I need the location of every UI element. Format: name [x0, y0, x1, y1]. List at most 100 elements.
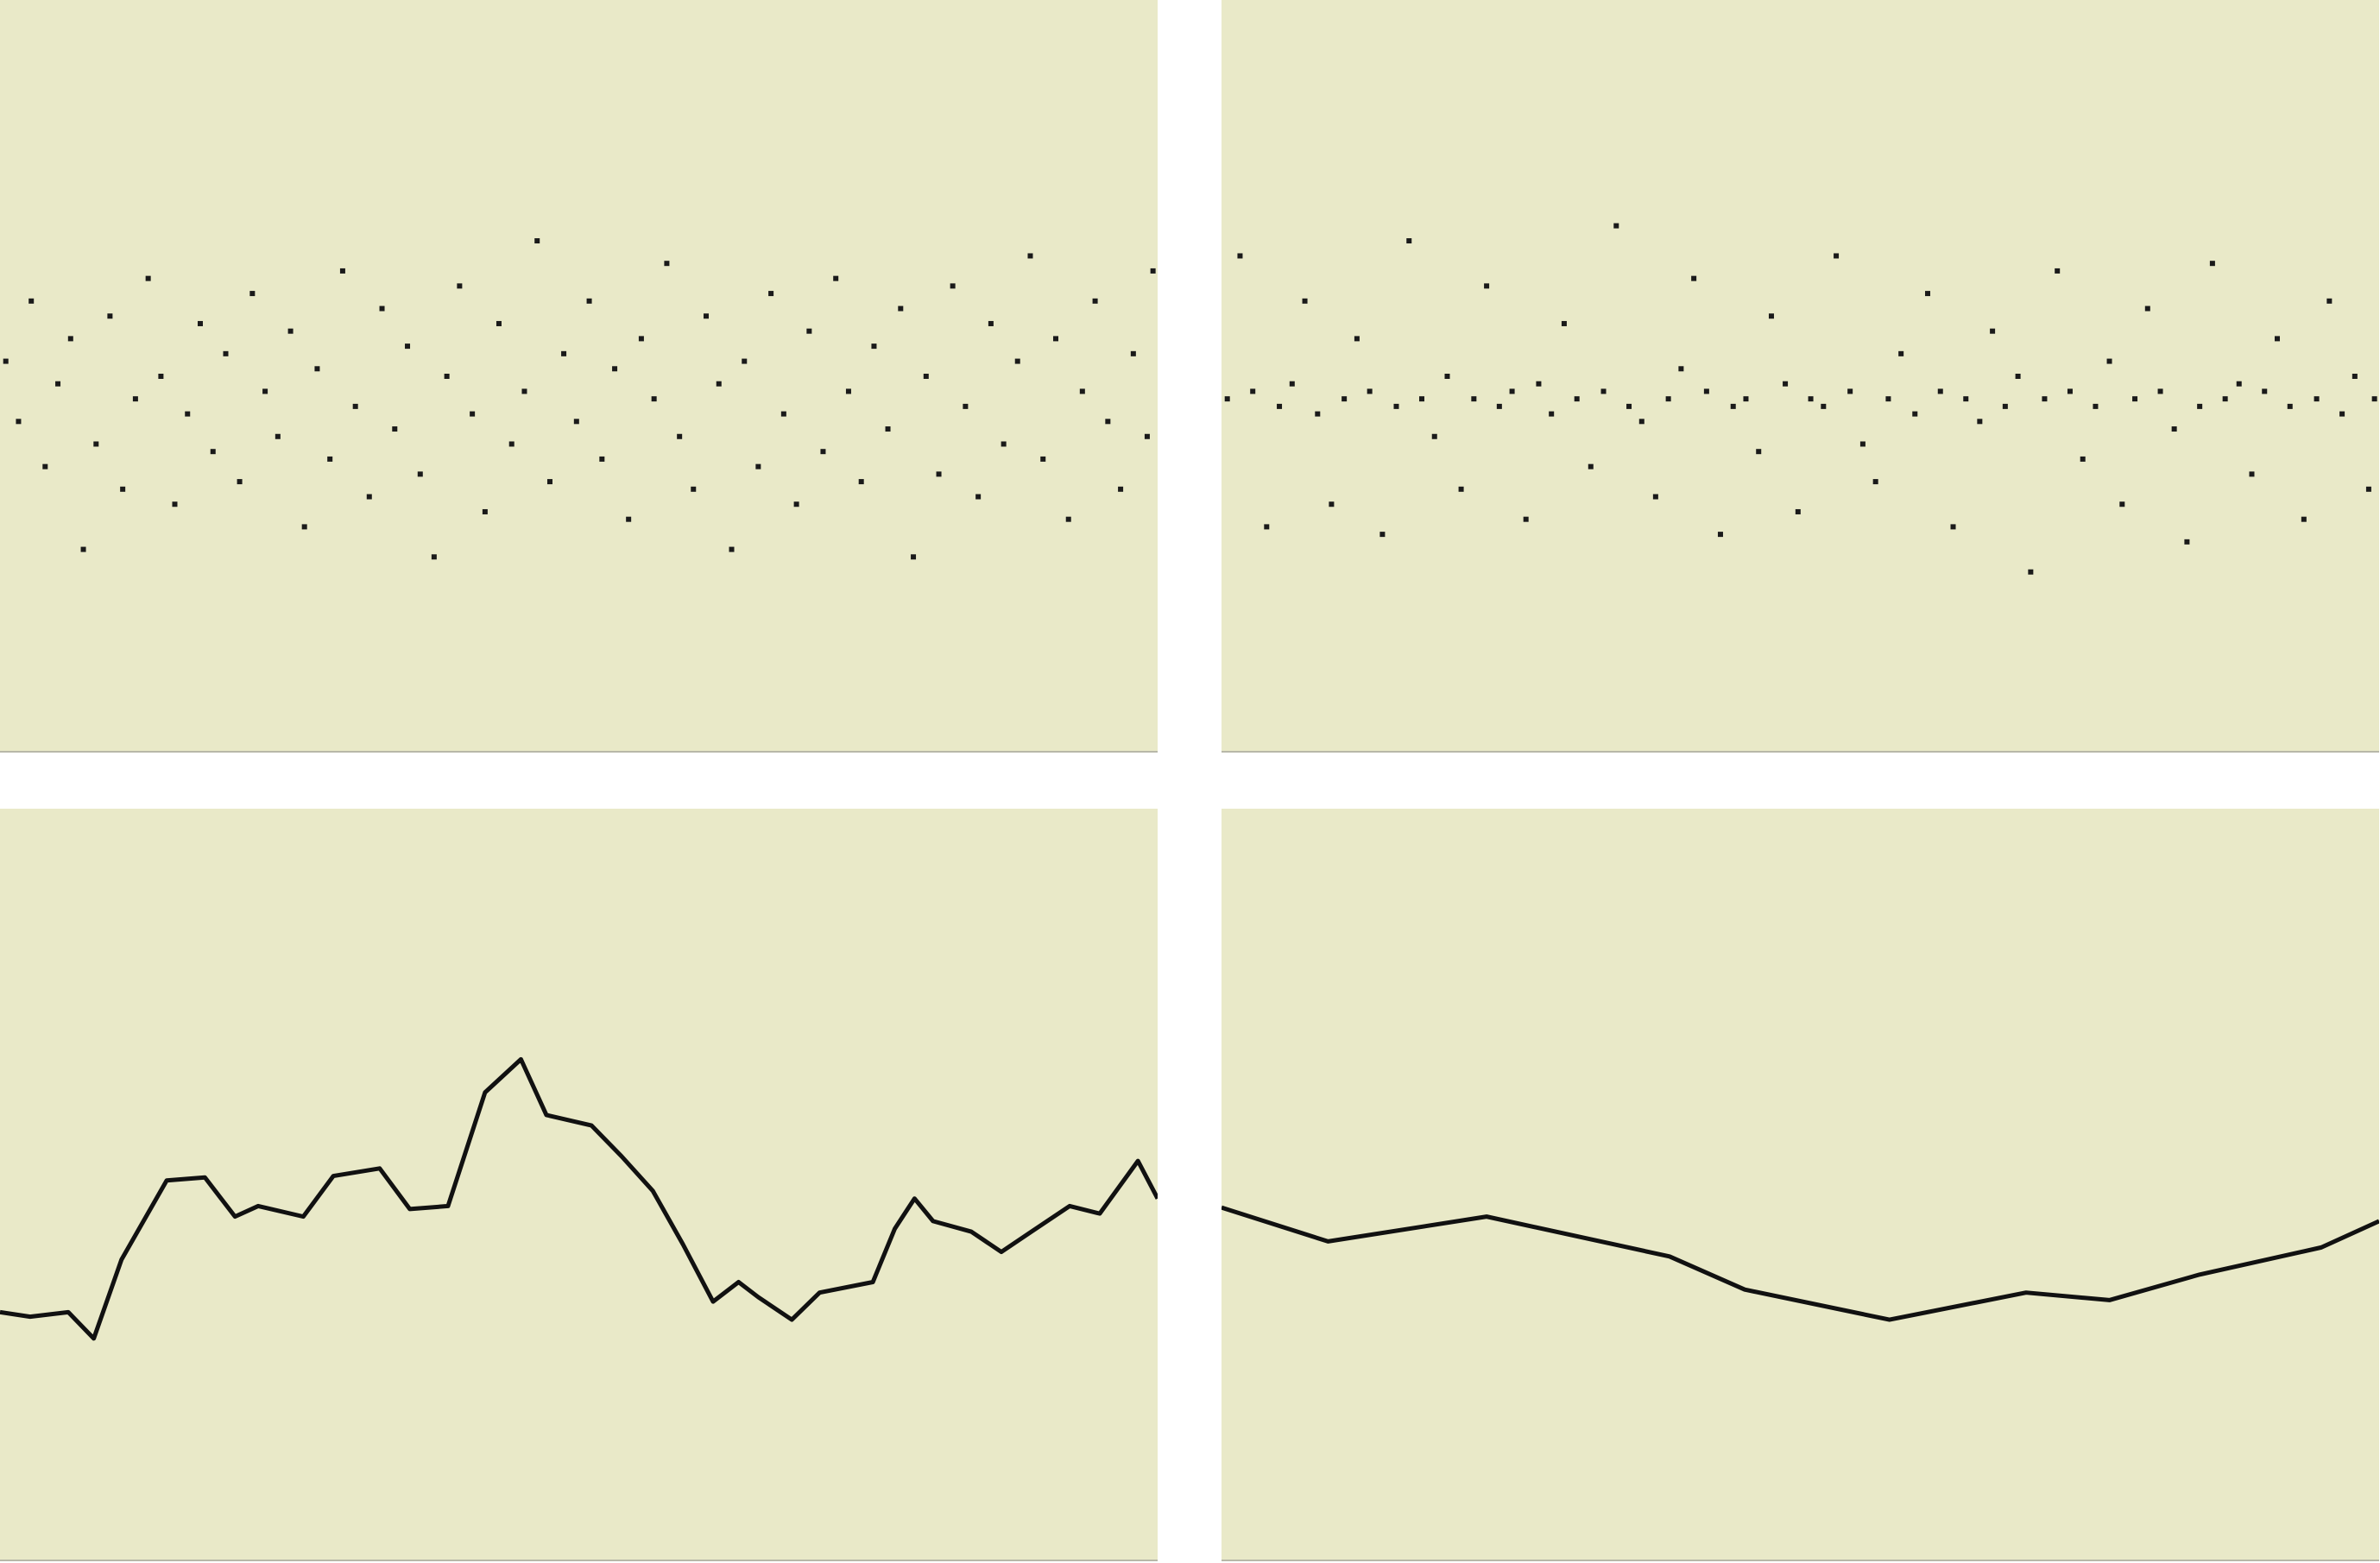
- point: [107, 313, 113, 319]
- point: [742, 358, 748, 364]
- point: [185, 411, 191, 417]
- point: [1393, 403, 1399, 409]
- point: [845, 388, 851, 394]
- point: [561, 350, 567, 356]
- point: [2106, 358, 2112, 364]
- point: [1872, 479, 1878, 485]
- point: [858, 479, 864, 485]
- point: [249, 291, 256, 297]
- point: [1014, 358, 1020, 364]
- point: [2171, 426, 2177, 432]
- point: [1484, 283, 1490, 289]
- point: [534, 238, 540, 244]
- panel: [0, 0, 1158, 753]
- point: [1431, 433, 1437, 439]
- line: [1222, 1205, 2379, 1322]
- point: [1118, 486, 1124, 492]
- point: [2249, 471, 2255, 477]
- point: [2093, 403, 2099, 409]
- point: [950, 283, 956, 289]
- point: [1613, 223, 1619, 229]
- point: [2119, 501, 2125, 507]
- point: [2274, 336, 2280, 342]
- point: [1847, 388, 1853, 394]
- point: [1678, 366, 1684, 372]
- point: [1237, 253, 1243, 259]
- point: [366, 494, 372, 500]
- point: [599, 456, 605, 462]
- point: [197, 320, 203, 326]
- point: [1626, 403, 1632, 409]
- point: [379, 306, 385, 312]
- point: [1950, 524, 1956, 530]
- point: [2080, 456, 2086, 462]
- point: [1458, 486, 1464, 492]
- point: [2352, 374, 2358, 379]
- point: [1808, 396, 1814, 402]
- point: [2236, 381, 2242, 387]
- point: [1354, 336, 1360, 342]
- point: [1418, 396, 1424, 402]
- point: [1150, 268, 1156, 274]
- point: [806, 328, 812, 334]
- point: [638, 336, 644, 342]
- point: [704, 313, 710, 319]
- point: [93, 441, 99, 447]
- point: [1898, 350, 1904, 356]
- point: [496, 320, 502, 326]
- panel: [1222, 809, 2379, 1561]
- point: [664, 261, 670, 267]
- point: [16, 419, 22, 425]
- point: [1471, 396, 1477, 402]
- point: [793, 501, 799, 507]
- point: [1665, 396, 1671, 402]
- point: [2184, 539, 2190, 545]
- point: [1250, 388, 1256, 394]
- point: [444, 374, 450, 379]
- point: [911, 554, 917, 560]
- point: [352, 403, 358, 409]
- point: [237, 479, 243, 485]
- point: [1703, 388, 1709, 394]
- point: [1717, 532, 1723, 538]
- point: [508, 441, 515, 447]
- point: [729, 546, 735, 552]
- point: [1264, 524, 1270, 530]
- point: [3, 358, 9, 364]
- point: [677, 433, 683, 439]
- point: [2042, 396, 2048, 402]
- point: [1092, 298, 1098, 304]
- point: [586, 298, 592, 304]
- point: [120, 486, 126, 492]
- point: [923, 374, 929, 379]
- point: [392, 426, 398, 432]
- point: [1444, 374, 1450, 379]
- point: [1329, 501, 1335, 507]
- point: [145, 275, 151, 281]
- point: [780, 411, 786, 417]
- point: [1756, 449, 1762, 455]
- point: [1652, 494, 1658, 500]
- point: [2067, 388, 2073, 394]
- point: [2157, 388, 2163, 394]
- point: [80, 546, 86, 552]
- point: [2365, 486, 2371, 492]
- point: [1925, 291, 1931, 297]
- point: [1821, 403, 1827, 409]
- point: [470, 411, 476, 417]
- point: [132, 396, 138, 402]
- point: [2132, 396, 2138, 402]
- point: [1342, 396, 1348, 402]
- point: [1027, 253, 1033, 259]
- point: [1768, 313, 1774, 319]
- point: [1105, 419, 1111, 425]
- point: [301, 524, 307, 530]
- point: [1224, 396, 1230, 402]
- point: [871, 343, 877, 350]
- point: [963, 403, 969, 409]
- point: [1144, 433, 1150, 439]
- point: [1588, 463, 1594, 470]
- point: [28, 298, 35, 304]
- point: [1859, 441, 1865, 447]
- point: [1834, 253, 1840, 259]
